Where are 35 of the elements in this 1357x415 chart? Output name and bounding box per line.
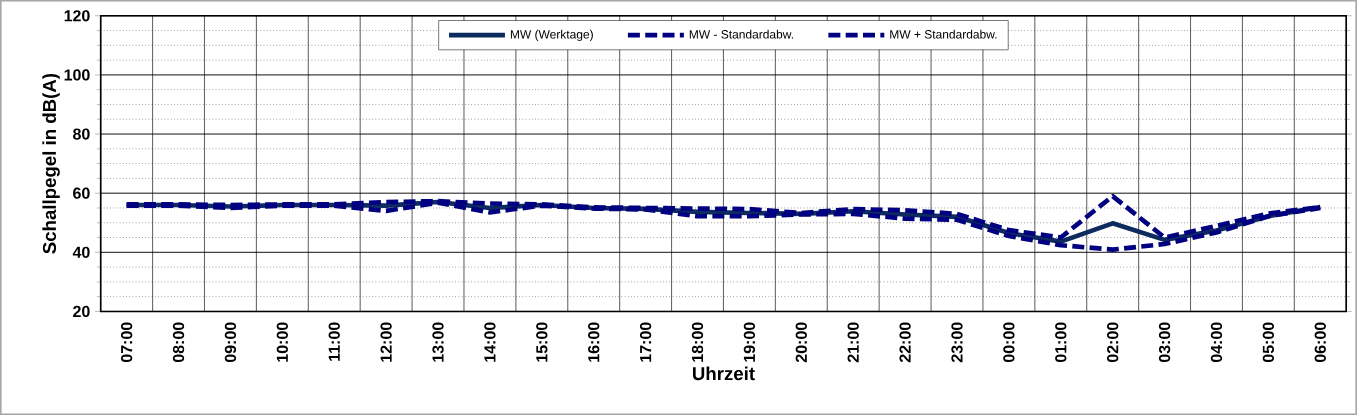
- x-tick-label: 22:00: [899, 322, 911, 363]
- x-tick-label: 19:00: [743, 322, 756, 362]
- legend-label: MW + Standardabw.: [890, 29, 997, 39]
- x-tick-label: 04:00: [1210, 322, 1223, 363]
- x-tick-label: 20:00: [795, 322, 807, 363]
- x-tick-label: 01:00: [1055, 322, 1067, 363]
- legend-label: MW (Werktage): [510, 29, 593, 41]
- y-tick-label: 40: [72, 246, 90, 258]
- x-tick-label: 15:00: [536, 322, 548, 362]
- x-tick-label: 12:00: [380, 322, 392, 362]
- y-tick-label: 60: [73, 187, 90, 199]
- x-tick-label: 14:00: [484, 322, 496, 362]
- x-tick-label: 05:00: [1262, 322, 1275, 363]
- x-axis-title: Uhrzeit: [692, 366, 755, 381]
- x-tick-label: 06:00: [1314, 322, 1326, 363]
- x-tick-label: 07:00: [120, 322, 133, 363]
- x-tick-label: 23:00: [951, 322, 963, 363]
- x-tick-label: 21:00: [847, 322, 859, 363]
- y-tick-label: 80: [73, 128, 90, 140]
- x-tick-label: 09:00: [224, 322, 237, 363]
- x-tick-label: 00:00: [1003, 322, 1015, 363]
- x-tick-label: 11:00: [328, 322, 340, 361]
- y-tick-label: 120: [64, 10, 90, 22]
- y-tick-label: 20: [73, 305, 90, 318]
- x-tick-label: 10:00: [276, 322, 288, 362]
- y-axis-title: Schallpegel in dB(A): [42, 73, 60, 254]
- y-tick-label: 100: [64, 69, 90, 81]
- x-tick-label: 03:00: [1158, 322, 1171, 363]
- x-tick-label: 17:00: [639, 322, 652, 362]
- x-tick-label: 16:00: [588, 322, 600, 362]
- x-tick-label: 08:00: [172, 322, 185, 363]
- legend-label: MW - Standardabw.: [689, 29, 793, 39]
- x-tick-label: 13:00: [432, 322, 444, 362]
- x-tick-label: 18:00: [691, 322, 704, 362]
- x-tick-label: 02:00: [1107, 322, 1119, 363]
